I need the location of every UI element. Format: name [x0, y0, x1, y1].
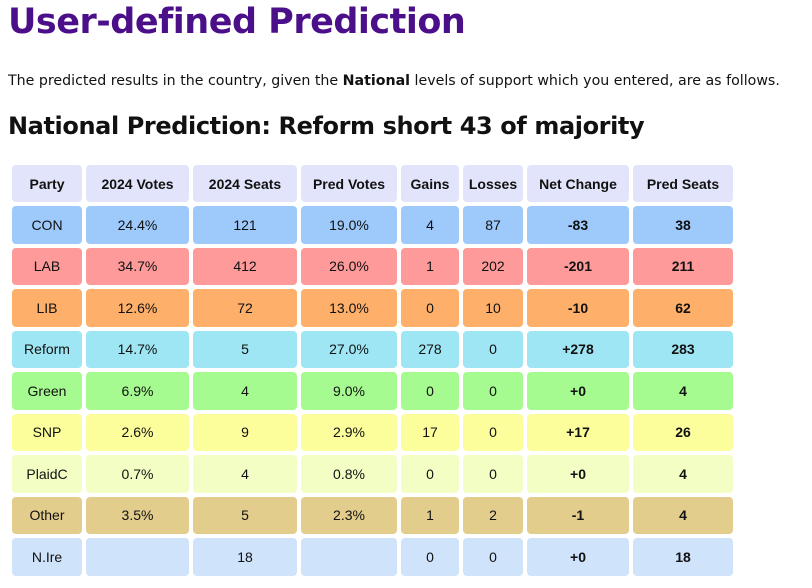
losses-cell: 0	[463, 455, 523, 493]
table-row: N.Ire 18 0 0 +0 18	[12, 538, 733, 576]
seats-2024-cell: 18	[193, 538, 297, 576]
intro-text-bold: National	[342, 73, 411, 89]
party-cell: CON	[12, 206, 82, 244]
column-header-gains: Gains	[401, 165, 459, 202]
votes-2024-cell: 0.7%	[86, 455, 189, 493]
net-change-cell: +17	[527, 413, 629, 451]
party-cell: SNP	[12, 413, 82, 451]
net-change-cell: -10	[527, 289, 629, 327]
losses-cell: 0	[463, 413, 523, 451]
party-cell: Other	[12, 496, 82, 534]
seats-2024-cell: 4	[193, 455, 297, 493]
column-header-party: Party	[12, 165, 82, 202]
table-row: SNP 2.6% 9 2.9% 17 0 +17 26	[12, 413, 733, 451]
net-change-cell: +278	[527, 330, 629, 368]
party-cell: LAB	[12, 247, 82, 285]
losses-cell: 202	[463, 247, 523, 285]
intro-text-end: levels of support which you entered, are…	[410, 73, 780, 89]
party-cell: Reform	[12, 330, 82, 368]
pred-votes-cell: 0.8%	[301, 455, 397, 493]
pred-votes-cell: 2.3%	[301, 496, 397, 534]
votes-2024-cell: 34.7%	[86, 247, 189, 285]
pred-seats-cell: 4	[633, 455, 733, 493]
page-title: User-defined Prediction	[8, 2, 466, 42]
votes-2024-cell	[86, 538, 189, 576]
losses-cell: 2	[463, 496, 523, 534]
party-cell: LIB	[12, 289, 82, 327]
column-header-pred-votes: Pred Votes	[301, 165, 397, 202]
column-header-net-change: Net Change	[527, 165, 629, 202]
votes-2024-cell: 24.4%	[86, 206, 189, 244]
table-row: LAB 34.7% 412 26.0% 1 202 -201 211	[12, 247, 733, 285]
pred-votes-cell: 26.0%	[301, 247, 397, 285]
votes-2024-cell: 14.7%	[86, 330, 189, 368]
votes-2024-cell: 12.6%	[86, 289, 189, 327]
party-cell: PlaidC	[12, 455, 82, 493]
pred-seats-cell: 38	[633, 206, 733, 244]
seats-2024-cell: 9	[193, 413, 297, 451]
pred-votes-cell: 9.0%	[301, 372, 397, 410]
table-body: CON 24.4% 121 19.0% 4 87 -83 38 LAB 34.7% 412 26.0%…	[12, 206, 733, 576]
prediction-table: Party 2024 Votes 2024 Seats Pred Votes Gains…	[8, 161, 737, 580]
party-cell: N.Ire	[12, 538, 82, 576]
prediction-subtitle: National Prediction: Reform short 43 of …	[8, 112, 645, 140]
table-row: CON 24.4% 121 19.0% 4 87 -83 38	[12, 206, 733, 244]
column-header-losses: Losses	[463, 165, 523, 202]
losses-cell: 10	[463, 289, 523, 327]
pred-seats-cell: 283	[633, 330, 733, 368]
net-change-cell: -83	[527, 206, 629, 244]
net-change-cell: -1	[527, 496, 629, 534]
gains-cell: 0	[401, 455, 459, 493]
seats-2024-cell: 5	[193, 330, 297, 368]
intro-text-start: The predicted results in the country, gi…	[8, 73, 343, 89]
losses-cell: 0	[463, 538, 523, 576]
table-row: Green 6.9% 4 9.0% 0 0 +0 4	[12, 372, 733, 410]
intro-text: The predicted results in the country, gi…	[8, 73, 780, 89]
votes-2024-cell: 2.6%	[86, 413, 189, 451]
pred-votes-cell: 27.0%	[301, 330, 397, 368]
pred-votes-cell: 19.0%	[301, 206, 397, 244]
column-header-votes-2024: 2024 Votes	[86, 165, 189, 202]
pred-seats-cell: 211	[633, 247, 733, 285]
table-row: LIB 12.6% 72 13.0% 0 10 -10 62	[12, 289, 733, 327]
column-header-seats-2024: 2024 Seats	[193, 165, 297, 202]
losses-cell: 0	[463, 372, 523, 410]
table-header-row: Party 2024 Votes 2024 Seats Pred Votes Gains…	[12, 165, 733, 202]
gains-cell: 0	[401, 538, 459, 576]
party-cell: Green	[12, 372, 82, 410]
net-change-cell: +0	[527, 538, 629, 576]
seats-2024-cell: 72	[193, 289, 297, 327]
gains-cell: 0	[401, 289, 459, 327]
seats-2024-cell: 412	[193, 247, 297, 285]
gains-cell: 17	[401, 413, 459, 451]
losses-cell: 0	[463, 330, 523, 368]
net-change-cell: +0	[527, 455, 629, 493]
pred-seats-cell: 4	[633, 372, 733, 410]
losses-cell: 87	[463, 206, 523, 244]
table-row: Other 3.5% 5 2.3% 1 2 -1 4	[12, 496, 733, 534]
gains-cell: 4	[401, 206, 459, 244]
column-header-pred-seats: Pred Seats	[633, 165, 733, 202]
votes-2024-cell: 6.9%	[86, 372, 189, 410]
gains-cell: 0	[401, 372, 459, 410]
seats-2024-cell: 5	[193, 496, 297, 534]
pred-seats-cell: 18	[633, 538, 733, 576]
pred-votes-cell	[301, 538, 397, 576]
pred-seats-cell: 62	[633, 289, 733, 327]
net-change-cell: +0	[527, 372, 629, 410]
seats-2024-cell: 4	[193, 372, 297, 410]
pred-seats-cell: 4	[633, 496, 733, 534]
pred-seats-cell: 26	[633, 413, 733, 451]
table-row: Reform 14.7% 5 27.0% 278 0 +278 283	[12, 330, 733, 368]
gains-cell: 1	[401, 496, 459, 534]
seats-2024-cell: 121	[193, 206, 297, 244]
pred-votes-cell: 13.0%	[301, 289, 397, 327]
gains-cell: 278	[401, 330, 459, 368]
net-change-cell: -201	[527, 247, 629, 285]
table-row: PlaidC 0.7% 4 0.8% 0 0 +0 4	[12, 455, 733, 493]
pred-votes-cell: 2.9%	[301, 413, 397, 451]
votes-2024-cell: 3.5%	[86, 496, 189, 534]
gains-cell: 1	[401, 247, 459, 285]
